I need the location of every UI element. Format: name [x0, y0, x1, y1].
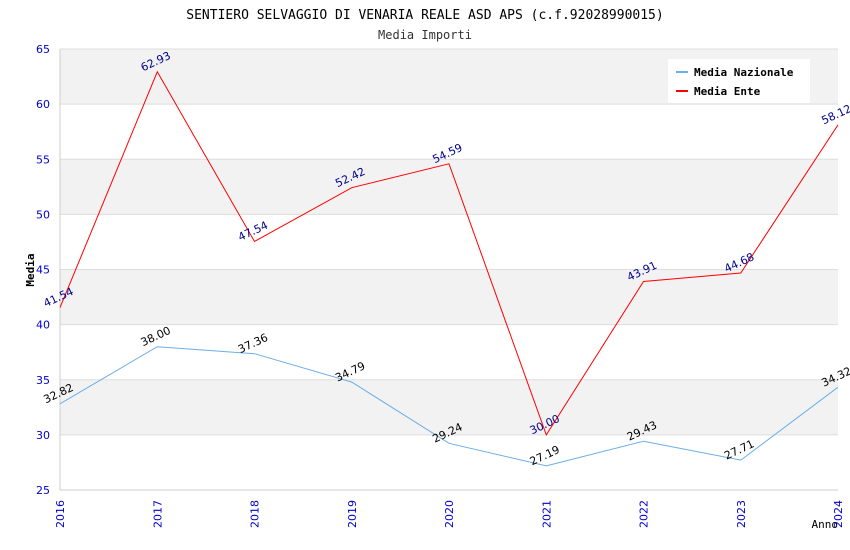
plot-band: [60, 379, 838, 435]
legend-label: Media Nazionale: [694, 66, 794, 79]
y-tick-label: 45: [36, 264, 50, 277]
y-tick-label: 40: [36, 319, 50, 332]
x-tick-label: 2021: [540, 500, 553, 528]
x-tick-label: 2016: [54, 500, 67, 528]
plot-band: [60, 324, 838, 380]
x-axis-ticks: 2016 2017 2018 2019 2020 2021 2022 2023 2024: [54, 500, 845, 528]
y-tick-label: 65: [36, 43, 50, 56]
chart-subtitle: Media Importi: [378, 28, 472, 42]
x-axis-label: Anno: [812, 518, 839, 531]
x-tick-label: 2019: [346, 500, 359, 528]
y-axis-ticks: 25 30 35 40 45 50 55 60 65: [36, 43, 50, 497]
series-lines: [59, 70, 839, 467]
y-tick-label: 35: [36, 374, 50, 387]
y-tick-label: 30: [36, 429, 50, 442]
plot-band: [60, 214, 838, 270]
y-tick-label: 50: [36, 208, 50, 221]
legend-label: Media Ente: [694, 85, 761, 98]
x-tick-label: 2023: [735, 500, 748, 528]
plot-band: [60, 434, 838, 490]
x-tick-label: 2017: [151, 500, 164, 528]
axes: [59, 49, 838, 491]
y-tick-label: 55: [36, 153, 50, 166]
legend: Media Nazionale Media Ente: [668, 59, 810, 103]
x-tick-label: 2022: [638, 500, 651, 528]
y-axis-label: Media: [24, 253, 37, 286]
chart-title: SENTIERO SELVAGGIO DI VENARIA REALE ASD …: [186, 8, 663, 23]
plot-background: [60, 49, 838, 490]
x-tick-label: 2018: [249, 500, 262, 528]
x-tick-label: 2020: [443, 500, 456, 528]
y-tick-label: 60: [36, 98, 50, 111]
series-line: [59, 346, 839, 467]
series-line: [59, 70, 839, 437]
legend-box: [668, 59, 810, 103]
plot-band: [60, 104, 838, 160]
plot-band: [60, 159, 838, 215]
plot-band: [60, 269, 838, 325]
y-tick-label: 25: [36, 484, 50, 497]
x-tick-label: 2024: [832, 500, 845, 528]
